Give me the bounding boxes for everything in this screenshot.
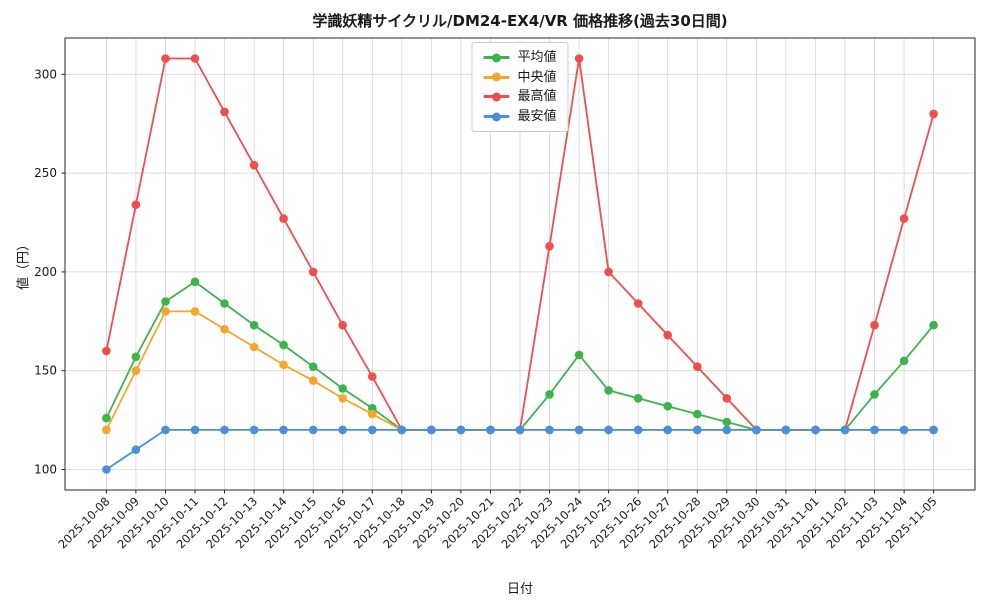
- legend-marker: [483, 112, 510, 122]
- legend-item-0: 平均値: [483, 50, 557, 66]
- y-axis-label: 値（円）: [16, 237, 32, 291]
- legend-item-2: 最高値: [483, 89, 557, 105]
- legend-label: 平均値: [517, 50, 557, 65]
- legend-marker: [483, 53, 510, 63]
- svg-text:100: 100: [34, 463, 57, 477]
- svg-text:200: 200: [34, 265, 57, 279]
- legend-marker: [483, 92, 510, 102]
- svg-text:300: 300: [34, 67, 57, 81]
- legend-label: 中央値: [517, 69, 557, 85]
- svg-text:250: 250: [34, 166, 57, 180]
- legend-label: 最安値: [517, 108, 557, 124]
- chart-title: 学識妖精サイクリル/DM24-EX4/VR 価格推移(過去30日間): [312, 12, 728, 30]
- legend-label: 最高値: [517, 89, 557, 105]
- legend-item-3: 最安値: [483, 108, 557, 125]
- svg-text:150: 150: [34, 364, 57, 378]
- x-axis-label: 日付: [506, 582, 533, 597]
- chart-legend: 平均値中央値最高値最安値: [471, 42, 569, 133]
- legend-marker: [483, 72, 510, 82]
- legend-item-1: 中央値: [483, 69, 557, 86]
